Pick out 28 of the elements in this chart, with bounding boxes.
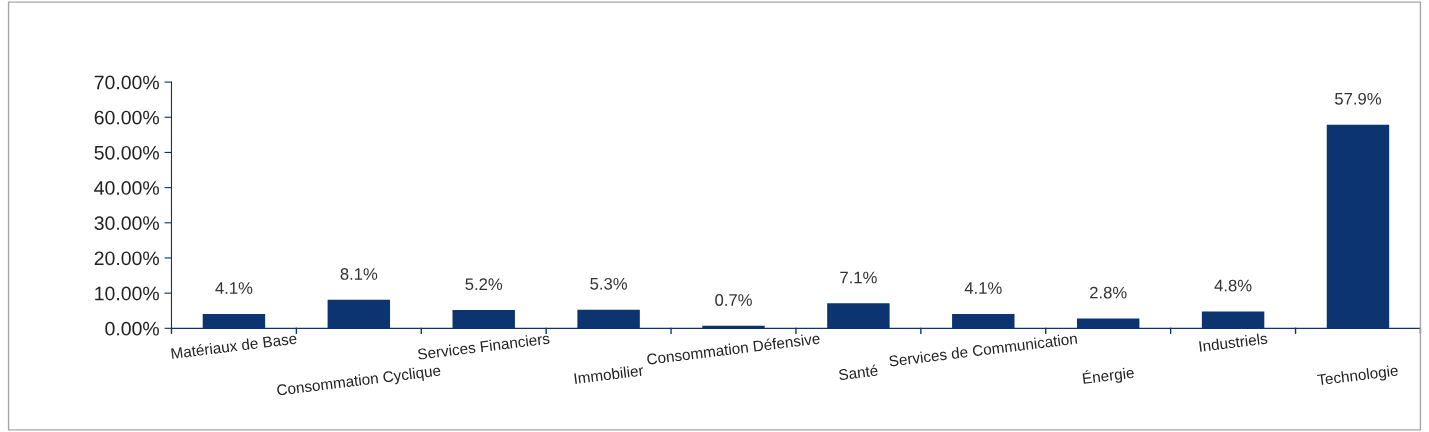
x-tick-label: Immobilier [574, 364, 644, 384]
data-label: 57.9% [1335, 92, 1382, 105]
x-tick-label: Industriels [1199, 332, 1268, 352]
data-label: 5.3% [590, 277, 628, 290]
x-tick-label: Services de Communication [888, 332, 1078, 367]
data-label: 4.1% [215, 282, 253, 294]
x-tick-label: Services Financiers [417, 332, 550, 360]
data-label: 0.7% [715, 294, 752, 306]
y-tick-label: 30.00% [94, 216, 159, 231]
data-label: 2.8% [1090, 286, 1127, 299]
x-tick-label: Matériaux de Base [171, 332, 297, 359]
x-tick-label: Santé [838, 364, 879, 381]
data-label: 7.1% [840, 271, 877, 284]
y-tick-label: 40.00% [94, 181, 159, 195]
y-tick-label: 10.00% [95, 286, 159, 301]
y-tick-label: 50.00% [94, 145, 159, 160]
y-tick-label: 20.00% [94, 251, 159, 266]
y-tick-label: 70.00% [94, 75, 159, 90]
y-tick-label: 60.00% [94, 110, 159, 125]
data-label: 5.2% [465, 278, 503, 291]
y-tick-label: 0.00% [105, 321, 159, 336]
x-tick-label: Consommation Défensive [646, 332, 821, 365]
data-label: 4.1% [964, 282, 1002, 294]
x-tick-label: Énergie [1082, 364, 1135, 387]
data-label: 8.1% [340, 268, 378, 280]
data-label: 4.8% [1214, 279, 1252, 292]
x-tick-label: Technologie [1316, 364, 1399, 389]
x-tick-label: Consommation Cyclique [276, 364, 442, 399]
